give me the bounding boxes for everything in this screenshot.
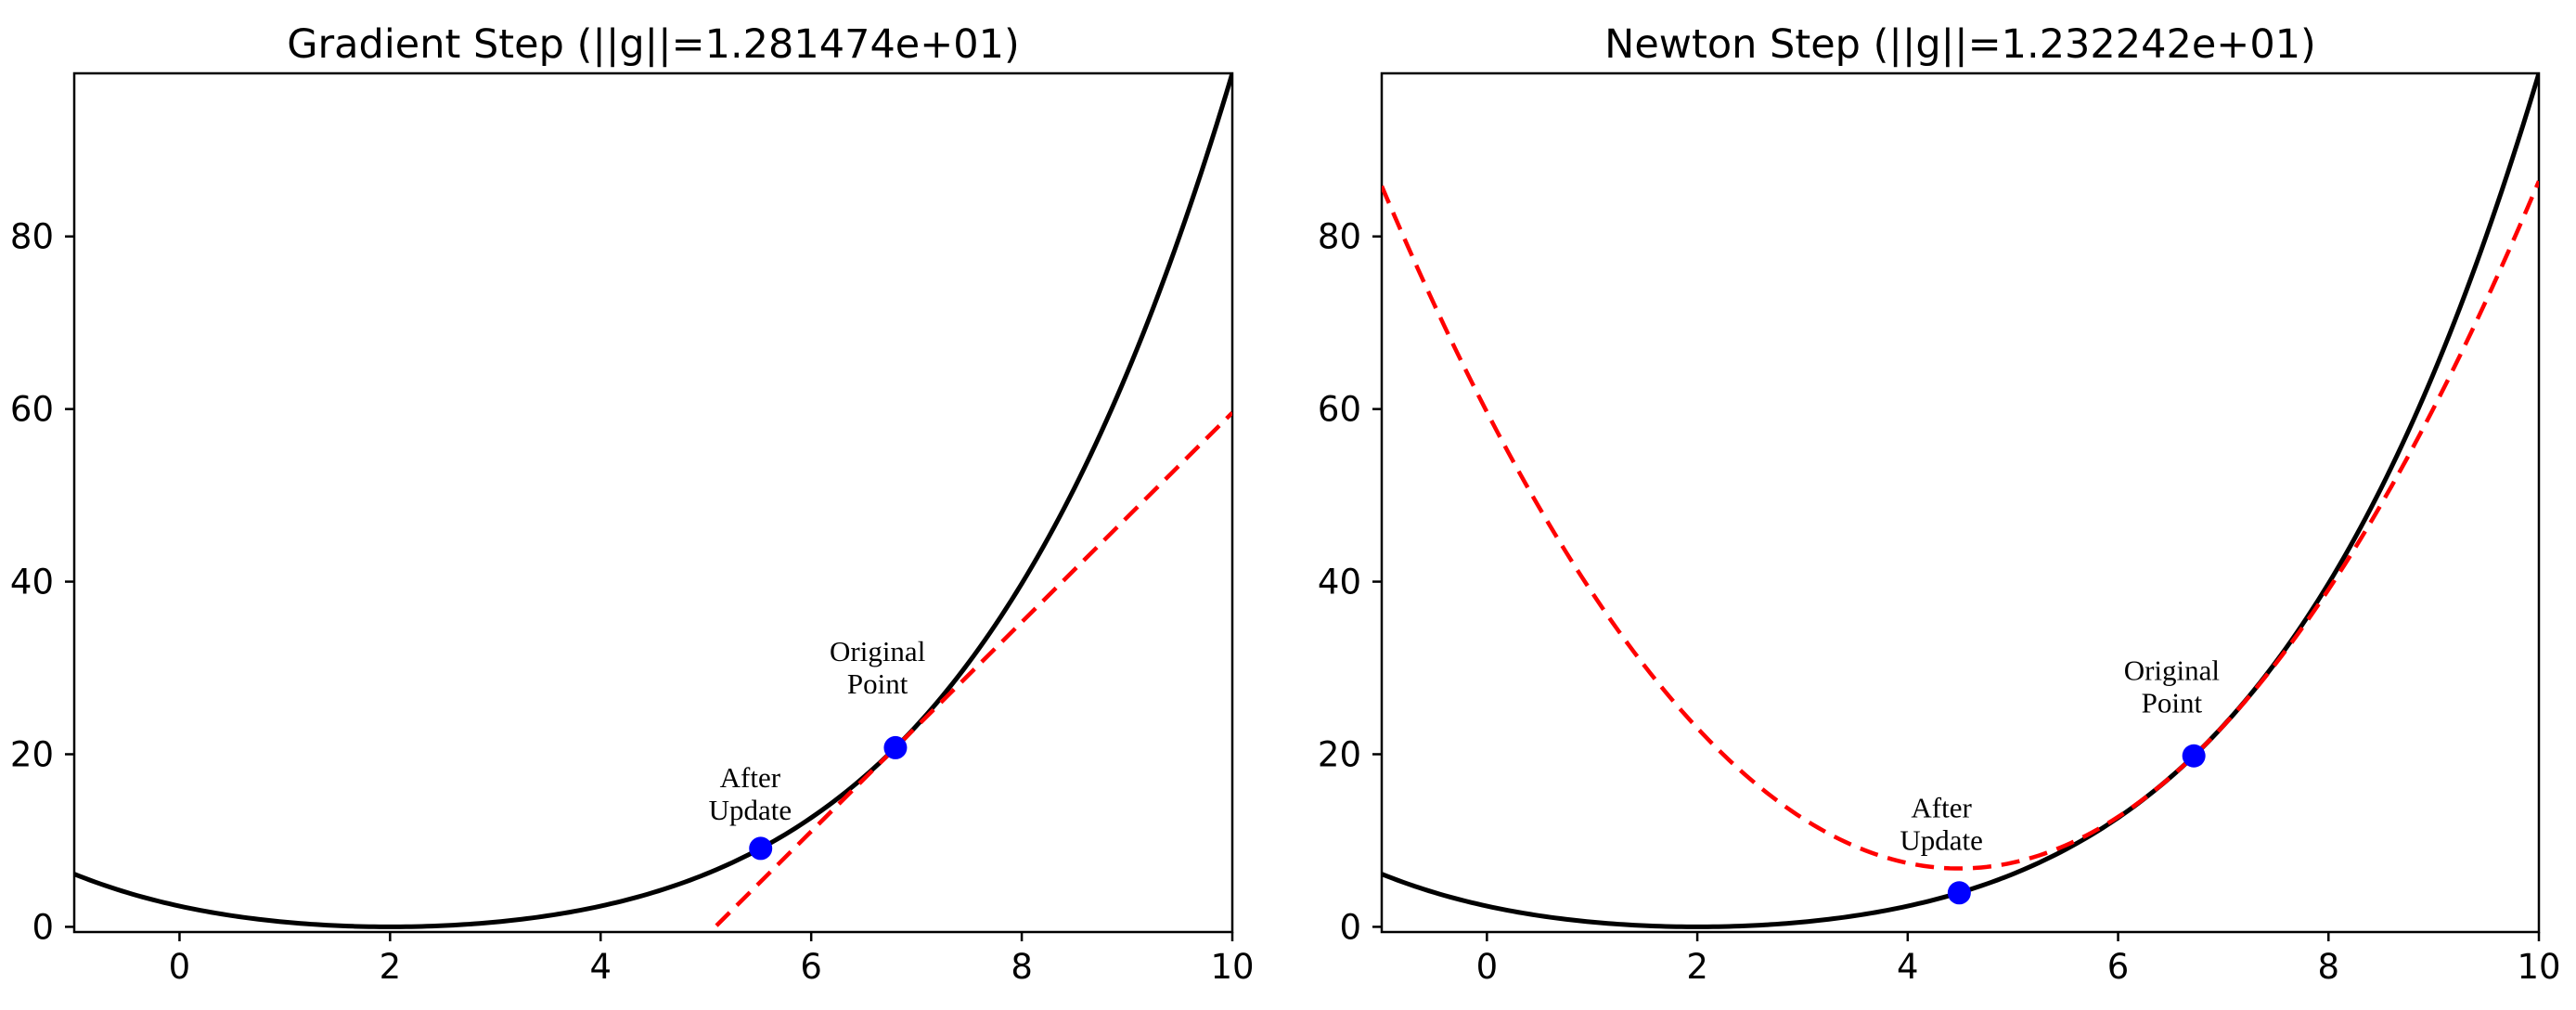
after-update-marker <box>1947 881 1971 905</box>
x-tick-label: 0 <box>1476 947 1499 987</box>
y-tick-label: 80 <box>1318 217 1361 257</box>
tangent-line <box>715 411 1232 927</box>
x-tick-label: 10 <box>1210 947 1254 987</box>
curve-layer <box>74 73 1232 929</box>
x-tick-label: 8 <box>2317 947 2339 987</box>
y-tick-label: 60 <box>10 390 54 430</box>
x-tick-label: 4 <box>1897 947 1919 987</box>
annotation-line: Original <box>2124 654 2220 687</box>
annotation-line: Update <box>1900 823 1983 856</box>
gradient-step-panel: Gradient Step (||g||=1.281474e+01) 0 2 4 6 8 1… <box>10 21 1255 987</box>
x-tick-label: 6 <box>2107 947 2130 987</box>
x-tick-label: 6 <box>800 947 822 987</box>
y-tick-label: 20 <box>10 734 54 774</box>
original-point-label: Original Point <box>830 635 925 700</box>
x-tick-label: 10 <box>2517 947 2560 987</box>
y-tick-label: 40 <box>1318 563 1361 602</box>
annotation-line: Point <box>847 667 908 700</box>
panel-title: Newton Step (||g||=1.232242e+01) <box>1604 21 2316 68</box>
y-tick-label: 20 <box>1318 734 1361 774</box>
after-update-marker <box>749 836 773 861</box>
y-tick-label: 0 <box>32 907 54 947</box>
annotation-line: After <box>720 761 781 794</box>
newton-step-panel: Newton Step (||g||=1.232242e+01) 0 2 4 6 8 10 0… <box>1318 21 2561 987</box>
axes-frame <box>72 71 1234 934</box>
original-point-marker <box>883 735 908 759</box>
objective-curve <box>74 73 1232 929</box>
quadratic-approximation-curve <box>1382 180 2539 871</box>
x-tick-label: 8 <box>1011 947 1033 987</box>
annotation-line: Update <box>709 794 792 826</box>
annotation-line: After <box>1911 791 1972 823</box>
panel-title: Gradient Step (||g||=1.281474e+01) <box>287 21 1020 68</box>
y-tick-label: 80 <box>10 217 54 257</box>
x-tick-label: 2 <box>1686 947 1708 987</box>
annotation-line: Point <box>2142 687 2203 719</box>
after-update-label: After Update <box>1900 791 1983 856</box>
x-tick-label: 0 <box>169 947 191 987</box>
y-tick-label: 60 <box>1318 390 1361 430</box>
axes-frame <box>1380 71 2541 934</box>
y-tick-label: 0 <box>1339 907 1361 947</box>
annotation-line: Original <box>830 635 925 667</box>
original-point-marker <box>2182 744 2206 768</box>
x-tick-label: 4 <box>589 947 612 987</box>
original-point-label: Original Point <box>2124 654 2220 719</box>
x-tick-label: 2 <box>380 947 402 987</box>
after-update-label: After Update <box>709 761 792 826</box>
y-tick-label: 40 <box>10 563 54 602</box>
